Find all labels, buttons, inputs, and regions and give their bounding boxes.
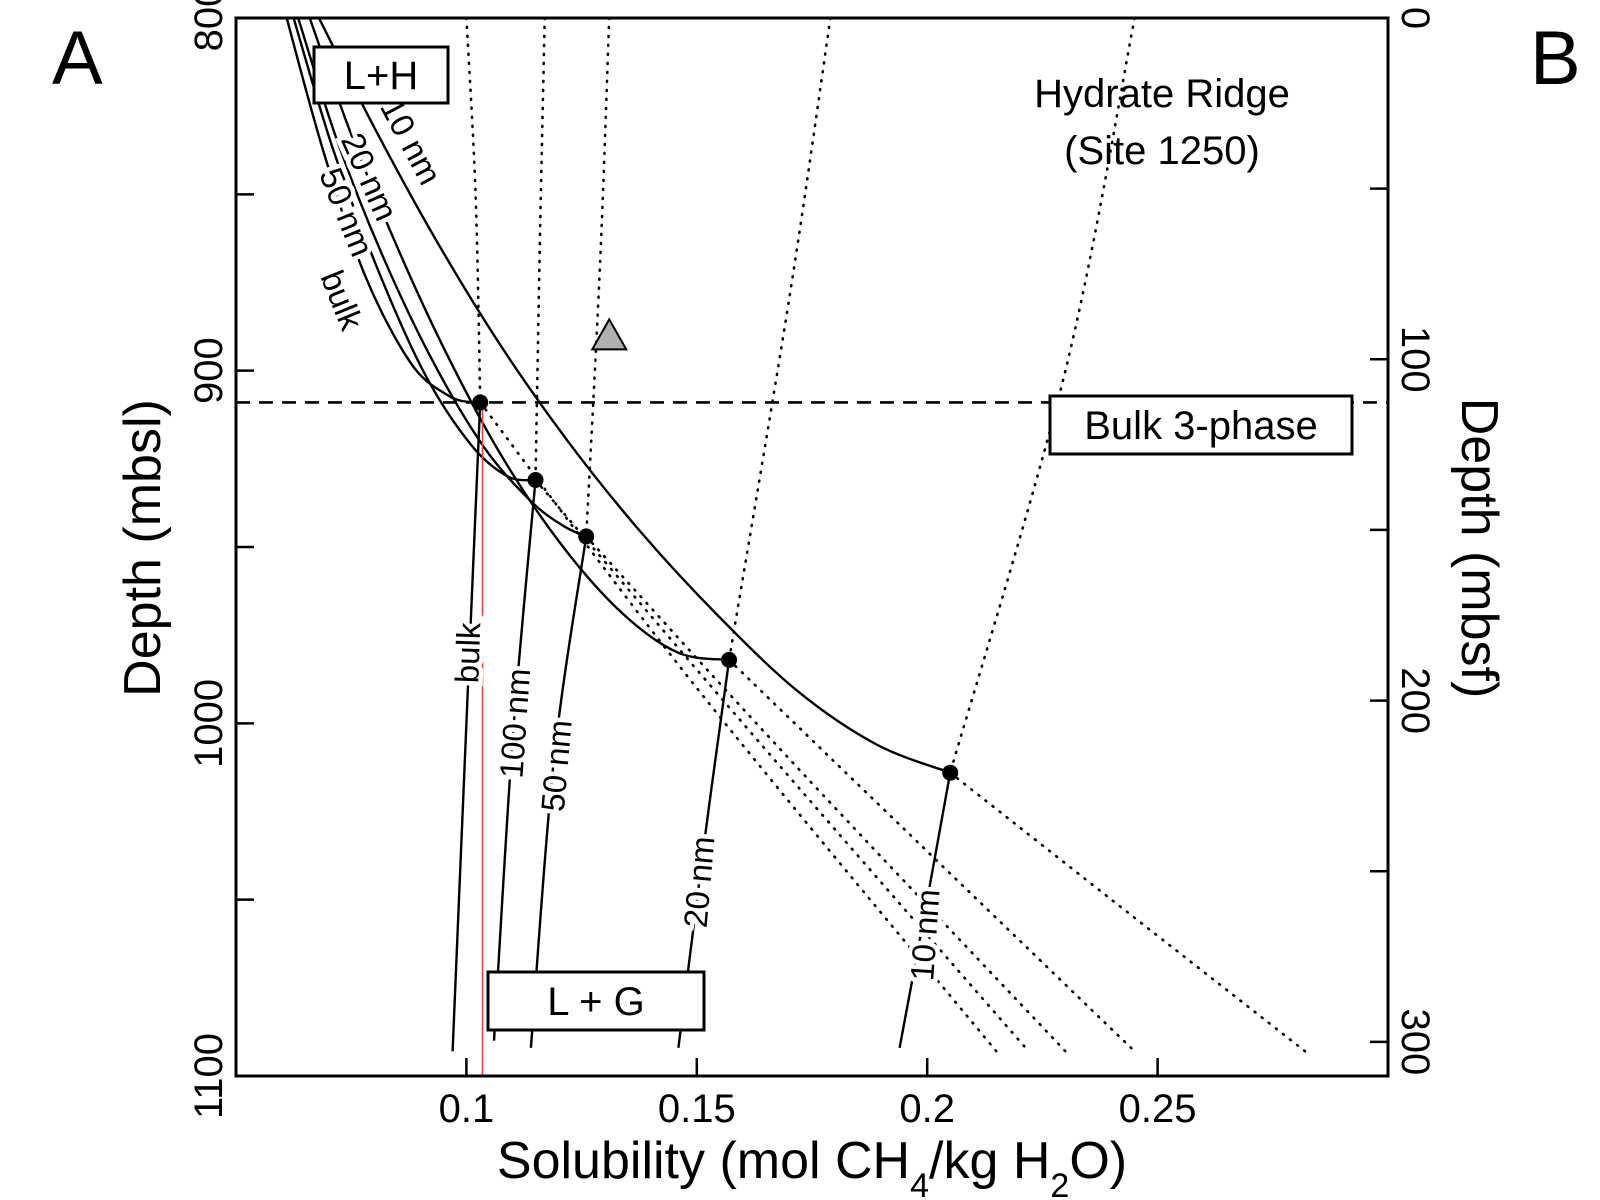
- gas-curve-10-nm: [898, 772, 952, 1049]
- y-right-axis-title: Depth (mbsf): [1450, 398, 1508, 699]
- x-axis-title-part-1: Solubility (mol CH: [497, 1132, 910, 1190]
- three-phase-point-10-nm: [942, 764, 959, 781]
- dotted-curve-9: [948, 771, 1307, 1053]
- region-label-hydrate: L+H: [312, 45, 450, 105]
- y-right-tick-label: 300: [1393, 1008, 1437, 1075]
- dotted-curve-7: [584, 535, 1067, 1053]
- panel-label-b: B: [1530, 16, 1581, 101]
- region-label-hydrate-text: L+H: [344, 54, 419, 98]
- three-phase-point-20-nm: [721, 651, 738, 668]
- y-left-tick-label: 800: [187, 0, 231, 51]
- y-right-tick-label: 100: [1393, 326, 1437, 393]
- dotted-curve-8: [727, 658, 1136, 1053]
- hydrate-curve-10-nm: [317, 18, 951, 774]
- y-left-tick-label: 1100: [187, 1033, 231, 1119]
- x-axis-title: Solubility (mol CH4/kg H2O): [497, 1132, 1127, 1200]
- gas-curve-label-10-nm: 10 nm: [903, 888, 946, 982]
- y-right-tick-label: 200: [1393, 667, 1437, 734]
- gas-curve-100-nm: [492, 479, 537, 1041]
- y-left-axis-title: Depth (mbsl): [114, 399, 172, 697]
- plot-frame: [234, 16, 1390, 1078]
- site-annotation-line-1: Hydrate Ridge: [1034, 72, 1290, 116]
- x-tick-label: 0.15: [658, 1087, 736, 1131]
- dotted-curve-6: [534, 478, 1030, 1053]
- dotted-curve-3: [727, 18, 832, 662]
- hydrate-curve-50-nm: [297, 18, 587, 538]
- x-axis-title-part-2: /kg H: [929, 1132, 1050, 1190]
- x-tick-label: 0.2: [899, 1087, 955, 1131]
- region-label-gas-text: L + G: [547, 980, 644, 1024]
- triangle-marker: [590, 317, 628, 351]
- panel-label-a: A: [52, 16, 103, 101]
- dotted-curve-4: [948, 18, 1136, 774]
- hydrate-curve-100-nm: [292, 18, 536, 482]
- three-phase-point-100-nm: [527, 471, 544, 488]
- hydrate-curves: [285, 18, 951, 774]
- y-left-tick-label: 1000: [187, 679, 231, 768]
- gas-curve-label-20-nm: 20 nm: [677, 835, 722, 930]
- gas-curve-label-100-nm: 100 nm: [493, 667, 538, 779]
- hydrate-curve-label-bulk: bulk: [314, 265, 371, 335]
- site-annotation-line-2: (Site 1250): [1064, 129, 1260, 173]
- x-tick-label: 0.25: [1119, 1087, 1197, 1131]
- bulk-3-phase-label: Bulk 3-phase: [1084, 404, 1317, 448]
- three-phase-points: [472, 394, 959, 781]
- dotted-curve-1: [534, 18, 546, 482]
- y-left-tick-label: 900: [187, 337, 231, 404]
- hydrate-curve-20-nm: [308, 18, 730, 662]
- gas-curve-label-50-nm: 50 nm: [534, 718, 579, 813]
- dotted-curve-0: [465, 18, 482, 404]
- x-axis-title-sub-2: 2: [1050, 1167, 1069, 1200]
- region-label-gas: L + G: [486, 970, 706, 1032]
- bulk-3-phase-box: Bulk 3-phase: [1048, 394, 1354, 456]
- x-axis-title-part-3: O): [1069, 1132, 1127, 1190]
- axis-ticks: 0.1 0.15 0.2 0.25 800 900 1000 1100 0 100 200 300: [187, 0, 1437, 1131]
- gas-curve-label-bulk: bulk: [448, 621, 487, 683]
- x-axis-title-sub-1: 4: [910, 1167, 929, 1200]
- three-phase-point-bulk: [472, 394, 489, 411]
- y-right-tick-label: 0: [1393, 7, 1437, 29]
- dotted-curve-2: [584, 18, 611, 538]
- x-tick-label: 0.1: [439, 1087, 495, 1131]
- three-phase-point-50-nm: [578, 528, 595, 545]
- gas-curve-bulk: [451, 402, 482, 1052]
